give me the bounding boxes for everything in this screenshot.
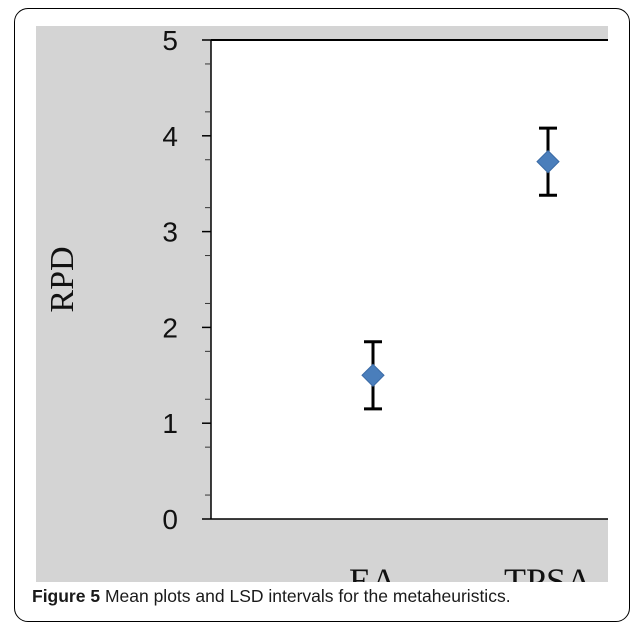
y-tick-label: 0	[162, 504, 178, 535]
axes	[210, 39, 608, 520]
y-tick-label: 2	[162, 312, 178, 343]
mean-marker-tpsa	[536, 149, 560, 174]
x-tick-label: TPSA	[504, 561, 592, 582]
figure-caption: Figure 5 Mean plots and LSD intervals fo…	[32, 586, 622, 607]
data-marks	[361, 126, 560, 411]
chart: 0 1 2 3 4 5 RPD EA TPSA	[36, 25, 608, 582]
mean-marker-ea	[361, 363, 385, 388]
plot-area	[211, 40, 608, 519]
caption-text: Mean plots and LSD intervals for the met…	[100, 586, 511, 606]
y-axis-label: RPD	[44, 246, 81, 312]
y-tick-label: 4	[162, 121, 178, 152]
y-tick-label: 5	[162, 25, 178, 56]
y-tick-label: 1	[162, 408, 178, 439]
y-ticks: 0 1 2 3 4 5	[162, 25, 211, 535]
caption-label: Figure 5	[32, 586, 101, 606]
x-tick-label: EA	[349, 561, 397, 582]
y-tick-label: 3	[162, 217, 178, 248]
